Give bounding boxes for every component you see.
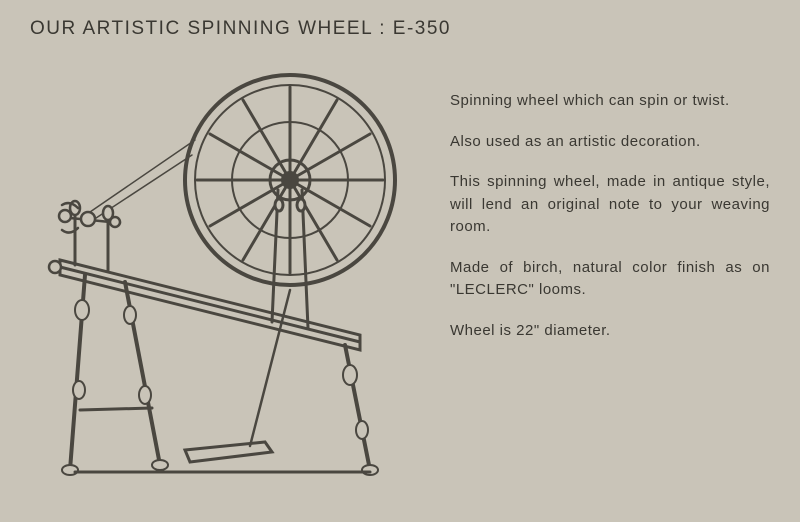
- content-row: Spinning wheel which can spin or twist. …: [30, 60, 770, 500]
- paragraph-5: Wheel is 22" diameter.: [450, 320, 770, 343]
- page-title: OUR ARTISTIC SPINNING WHEEL : E-350: [30, 18, 770, 40]
- spinning-wheel-illustration: [30, 60, 420, 500]
- paragraph-2: Also used as an artistic decoration.: [450, 131, 770, 154]
- paragraph-4: Made of birch, natural color finish as o…: [450, 257, 770, 302]
- spinning-wheel-svg: [30, 60, 420, 500]
- description-column: Spinning wheel which can spin or twist. …: [450, 60, 770, 500]
- paragraph-3: This spinning wheel, made in antique sty…: [450, 171, 770, 239]
- paragraph-1: Spinning wheel which can spin or twist.: [450, 90, 770, 113]
